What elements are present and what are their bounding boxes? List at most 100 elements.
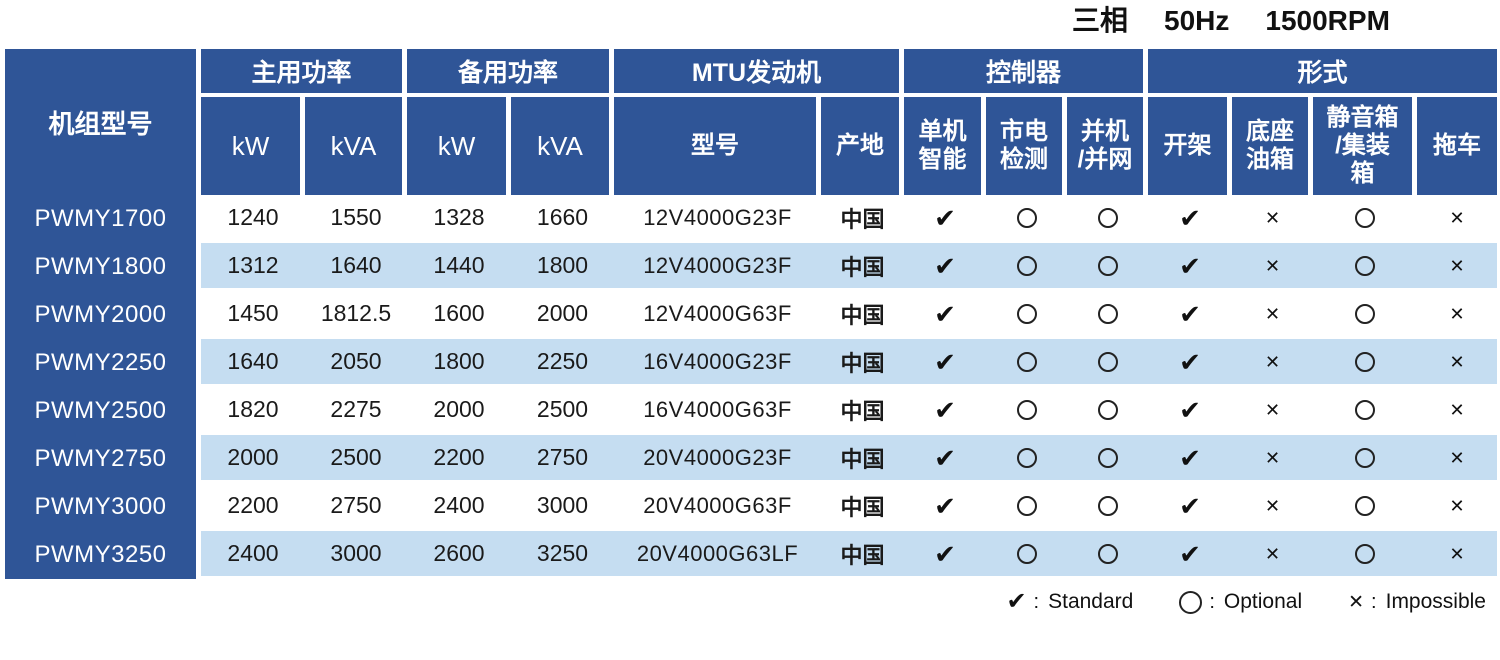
cell-standby-kw: 2600 <box>407 531 511 579</box>
circle-icon <box>1097 495 1118 516</box>
header-sub-11: 静音箱 /集装 箱 <box>1313 97 1417 195</box>
check-icon: ✔ <box>934 346 956 377</box>
circle-icon <box>1016 447 1037 468</box>
legend-label: Impossible <box>1385 590 1486 613</box>
cell-option-2 <box>1067 339 1148 387</box>
cell-prime-kw: 1640 <box>201 339 305 387</box>
check-icon: ✔ <box>934 394 956 425</box>
circle-icon <box>1355 543 1375 564</box>
cell-option-4: ✕ <box>1232 243 1313 291</box>
cell-option-3: ✔ <box>1148 531 1232 579</box>
cell-standby-kw: 2400 <box>407 483 511 531</box>
cell-option-4: ✕ <box>1232 531 1313 579</box>
cell-prime-kva: 2275 <box>305 387 407 435</box>
header-group-4: 形式 <box>1148 49 1497 97</box>
header-sub-7: 市电 检测 <box>986 97 1067 195</box>
cross-icon: ✕ <box>1449 303 1465 324</box>
circle-icon <box>1016 207 1037 228</box>
header-sub-3: kVA <box>511 97 614 195</box>
cell-option-4: ✕ <box>1232 291 1313 339</box>
cell-option-4: ✕ <box>1232 195 1313 243</box>
circle-icon <box>1016 351 1037 372</box>
cell-standby-kw: 1600 <box>407 291 511 339</box>
cell-option-3: ✔ <box>1148 387 1232 435</box>
legend-item-standard: ✔: Standard <box>1006 590 1133 614</box>
cell-option-5 <box>1313 195 1417 243</box>
cell-option-6: ✕ <box>1417 435 1497 483</box>
cell-prime-kva: 2500 <box>305 435 407 483</box>
header-sub-0: kW <box>201 97 305 195</box>
cell-option-4: ✕ <box>1232 387 1313 435</box>
cell-option-1 <box>986 483 1067 531</box>
check-icon: ✔ <box>1179 442 1201 473</box>
cell-engine-model: 20V4000G23F <box>614 435 821 483</box>
cell-option-5 <box>1313 483 1417 531</box>
cell-option-1 <box>986 291 1067 339</box>
check-icon: ✔ <box>934 202 956 233</box>
legend-separator: : <box>1033 590 1040 613</box>
cell-prime-kw: 1450 <box>201 291 305 339</box>
circle-icon <box>1097 447 1118 468</box>
rating-title: 三相 50Hz 1500RPM <box>1072 5 1390 37</box>
cell-prime-kva: 2750 <box>305 483 407 531</box>
cross-icon: ✕ <box>1264 303 1281 324</box>
cross-icon: ✕ <box>1264 207 1281 228</box>
cell-option-5 <box>1313 243 1417 291</box>
header-model-column: 机组型号 <box>5 49 201 195</box>
legend-label: Standard <box>1048 590 1134 613</box>
cell-option-2 <box>1067 483 1148 531</box>
cell-standby-kva: 2250 <box>511 339 614 387</box>
cell-option-2 <box>1067 531 1148 579</box>
cell-standby-kva: 2000 <box>511 291 614 339</box>
cell-prime-kw: 1820 <box>201 387 305 435</box>
legend-separator: : <box>1209 590 1215 613</box>
header-sub-8: 并机 /并网 <box>1067 97 1148 195</box>
cell-prime-kva: 3000 <box>305 531 407 579</box>
row-model-label: PWMY2250 <box>5 339 201 387</box>
cell-option-0: ✔ <box>904 339 986 387</box>
cell-standby-kva: 3250 <box>511 531 614 579</box>
cell-option-4: ✕ <box>1232 435 1313 483</box>
cell-option-3: ✔ <box>1148 483 1232 531</box>
cell-option-0: ✔ <box>904 531 986 579</box>
cell-option-2 <box>1067 387 1148 435</box>
cell-engine-model: 12V4000G23F <box>614 195 821 243</box>
check-icon: ✔ <box>1179 394 1201 425</box>
cell-origin: 中国 <box>821 195 904 243</box>
cell-option-4: ✕ <box>1232 339 1313 387</box>
cross-icon: ✕ <box>1449 255 1465 276</box>
cell-option-1 <box>986 243 1067 291</box>
circle-icon <box>1016 255 1037 276</box>
cell-option-6: ✕ <box>1417 531 1497 579</box>
circle-icon <box>1179 590 1203 614</box>
cell-prime-kw: 1240 <box>201 195 305 243</box>
cell-option-2 <box>1067 195 1148 243</box>
symbol-legend: ✔: Standard : Optional ✕: Impossible <box>1006 590 1486 614</box>
row-model-label: PWMY2750 <box>5 435 201 483</box>
header-sub-1: kVA <box>305 97 407 195</box>
cross-icon: ✕ <box>1264 495 1281 516</box>
cross-icon: ✕ <box>1264 543 1281 564</box>
check-icon: ✔ <box>1179 346 1201 377</box>
circle-icon <box>1097 303 1118 324</box>
circle-icon <box>1097 207 1118 228</box>
header-sub-5: 产地 <box>821 97 904 195</box>
header-sub-2: kW <box>407 97 511 195</box>
check-icon: ✔ <box>1179 298 1201 329</box>
check-icon: ✔ <box>934 250 956 281</box>
header-sub-6: 单机 智能 <box>904 97 986 195</box>
spec-table: 机组型号 主用功率 备用功率 MTU发动机 控制器 形式 kW kVA kW kVA 型号 产地 单机 … <box>5 49 1497 579</box>
cell-engine-model: 20V4000G63LF <box>614 531 821 579</box>
circle-icon <box>1355 255 1375 276</box>
cell-engine-model: 12V4000G63F <box>614 291 821 339</box>
check-icon: ✔ <box>934 490 956 521</box>
cell-origin: 中国 <box>821 291 904 339</box>
cell-option-6: ✕ <box>1417 195 1497 243</box>
cell-origin: 中国 <box>821 435 904 483</box>
cross-icon: ✕ <box>1449 447 1465 468</box>
cell-standby-kw: 2000 <box>407 387 511 435</box>
cell-prime-kw: 2200 <box>201 483 305 531</box>
row-model-label: PWMY3000 <box>5 483 201 531</box>
check-icon: ✔ <box>1179 250 1201 281</box>
cell-origin: 中国 <box>821 483 904 531</box>
